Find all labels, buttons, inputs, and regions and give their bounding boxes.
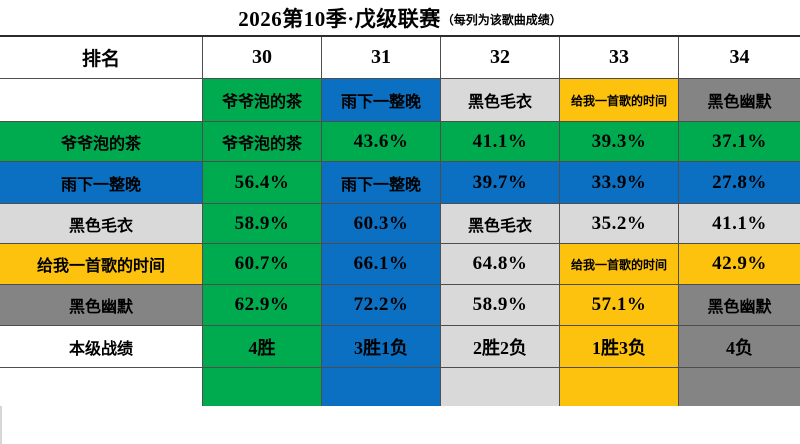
column-song-cell: 黑色幽默 xyxy=(679,79,800,122)
diagonal-cell: 雨下一整晚 xyxy=(322,162,441,204)
color-swatch-cell xyxy=(679,368,800,408)
column-song-cell: 爷爷泡的茶 xyxy=(203,79,322,122)
record-cell: 4胜 xyxy=(203,326,322,368)
column-header-32: 32 xyxy=(441,37,560,79)
record-cell: 3胜1负 xyxy=(322,326,441,368)
diagonal-cell: 黑色毛衣 xyxy=(441,204,560,244)
matchup-cell: 64.8% xyxy=(441,244,560,285)
matchup-cell: 41.1% xyxy=(441,122,560,162)
bottom-whitespace xyxy=(0,406,800,444)
record-row-label: 本级战绩 xyxy=(0,326,203,368)
matchup-cell: 33.9% xyxy=(560,162,679,204)
matchup-cell: 72.2% xyxy=(322,285,441,326)
color-swatch-cell xyxy=(203,368,322,408)
diagonal-cell: 爷爷泡的茶 xyxy=(203,122,322,162)
matchup-cell: 27.8% xyxy=(679,162,800,204)
row-header-cell: 雨下一整晚 xyxy=(0,162,203,204)
row-header-cell: 爷爷泡的茶 xyxy=(0,122,203,162)
diagonal-cell: 黑色幽默 xyxy=(679,285,800,326)
column-header-33: 33 xyxy=(560,37,679,79)
matchup-cell: 58.9% xyxy=(203,204,322,244)
row-header-cell: 给我一首歌的时间 xyxy=(0,244,203,285)
matchup-cell: 62.9% xyxy=(203,285,322,326)
color-swatch-cell xyxy=(322,368,441,408)
color-swatch-cell xyxy=(441,368,560,408)
matchup-cell: 57.1% xyxy=(560,285,679,326)
matchup-cell: 39.3% xyxy=(560,122,679,162)
column-song-cell: 黑色毛衣 xyxy=(441,79,560,122)
matchup-cell: 58.9% xyxy=(441,285,560,326)
column-header-34: 34 xyxy=(679,37,800,79)
title-note: （每列为该歌曲成绩） xyxy=(441,13,562,27)
page-title: 2026第10季·戊级联赛 （每列为该歌曲成绩） xyxy=(0,0,800,35)
matchup-cell: 35.2% xyxy=(560,204,679,244)
title-text: 2026第10季·戊级联赛 xyxy=(238,6,441,31)
diagonal-cell: 给我一首歌的时间 xyxy=(560,244,679,285)
column-song-cell: 雨下一整晚 xyxy=(322,79,441,122)
matchup-cell: 42.9% xyxy=(679,244,800,285)
row-header-cell: 黑色幽默 xyxy=(0,285,203,326)
record-cell: 1胜3负 xyxy=(560,326,679,368)
record-cell: 2胜2负 xyxy=(441,326,560,368)
record-cell: 4负 xyxy=(679,326,800,368)
color-swatch-cell xyxy=(560,368,679,408)
matchup-cell: 66.1% xyxy=(322,244,441,285)
matchup-cell: 37.1% xyxy=(679,122,800,162)
empty-cell xyxy=(0,79,203,122)
matchup-cell: 60.7% xyxy=(203,244,322,285)
matchup-cell: 56.4% xyxy=(203,162,322,204)
column-header-31: 31 xyxy=(322,37,441,79)
matchup-cell: 41.1% xyxy=(679,204,800,244)
column-song-cell: 给我一首歌的时间 xyxy=(560,79,679,122)
empty-cell xyxy=(0,368,203,408)
matchup-cell: 43.6% xyxy=(322,122,441,162)
column-header-30: 30 xyxy=(203,37,322,79)
league-table: 排名 30 31 32 33 34 爷爷泡的茶 雨下一整晚 黑色毛衣 给我一首歌… xyxy=(0,35,800,408)
matchup-cell: 39.7% xyxy=(441,162,560,204)
column-header-rank: 排名 xyxy=(0,37,203,79)
row-header-cell: 黑色毛衣 xyxy=(0,204,203,244)
matchup-cell: 60.3% xyxy=(322,204,441,244)
